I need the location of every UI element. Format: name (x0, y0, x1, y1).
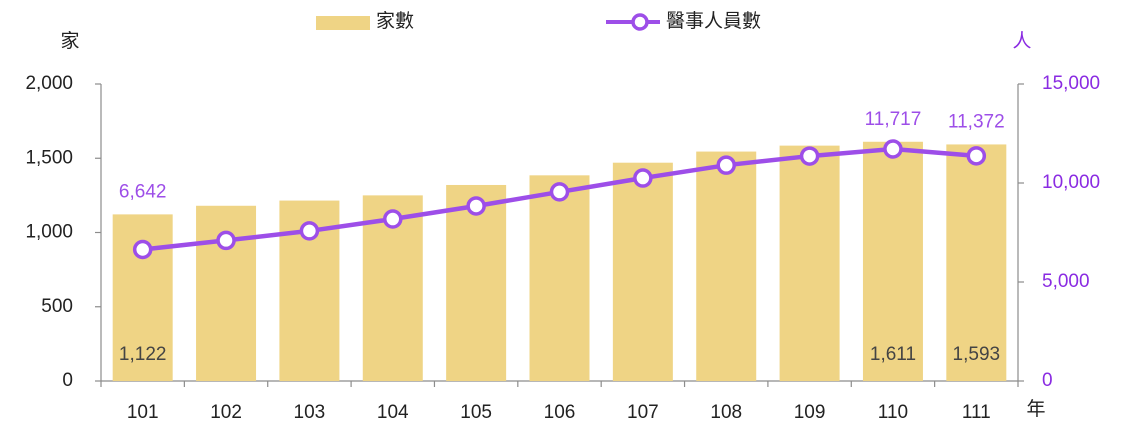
y-tick-label: 2,000 (25, 73, 73, 94)
y-tick-label: 1,000 (25, 222, 73, 243)
x-tick-label: 106 (544, 402, 576, 423)
line-marker (466, 196, 486, 216)
bar (446, 184, 507, 381)
bar (696, 151, 757, 381)
legend-swatch (316, 16, 370, 30)
line-value-label: 11,717 (865, 109, 922, 130)
x-tick-label: 102 (210, 402, 242, 423)
line-marker (883, 139, 903, 159)
x-tick-label: 108 (710, 402, 742, 423)
y-axis-label: 家 (60, 30, 79, 52)
bar (862, 141, 923, 381)
y2-tick-label: 0 (1042, 370, 1053, 391)
line-marker (799, 146, 820, 166)
x-tick-label: 103 (294, 402, 326, 423)
line-marker (549, 182, 570, 202)
line-marker (383, 209, 403, 229)
bar-value-label: 1,593 (953, 344, 1001, 365)
y2-axis-label: 人 (1012, 30, 1031, 52)
legend-label: 家數 (376, 10, 414, 32)
y-tick-label: 0 (62, 370, 73, 391)
x-tick-label: 109 (794, 402, 826, 423)
x-tick-label: 110 (878, 402, 908, 423)
bar-value-label: 1,122 (119, 344, 167, 365)
line-marker (633, 168, 653, 188)
line-marker (299, 221, 320, 241)
legend-marker (631, 13, 649, 31)
bar (529, 175, 590, 381)
bar-value-label: 1,611 (870, 344, 916, 365)
y2-tick-label: 5,000 (1042, 271, 1090, 292)
x-axis-label: 年 (1026, 398, 1045, 420)
y-tick-label: 500 (41, 296, 73, 317)
x-tick-label: 104 (377, 402, 409, 423)
y-tick-label: 1,500 (25, 147, 73, 168)
line-marker (966, 146, 987, 166)
bar (612, 162, 673, 381)
x-tick-label: 101 (127, 402, 159, 423)
line-value-label: 6,642 (119, 181, 167, 202)
line-marker (716, 155, 736, 175)
line-marker (132, 239, 153, 260)
legend-label: 醫事人員數 (666, 10, 761, 32)
y2-tick-label: 15,000 (1042, 73, 1100, 94)
line-marker (216, 230, 236, 251)
x-tick-label: 107 (627, 402, 659, 423)
bar (946, 144, 1007, 381)
x-tick-label: 105 (460, 402, 492, 423)
y2-tick-label: 10,000 (1042, 172, 1100, 193)
x-tick-label: 111 (962, 402, 991, 423)
line-value-label: 11,372 (948, 111, 1005, 132)
bar (779, 145, 840, 381)
